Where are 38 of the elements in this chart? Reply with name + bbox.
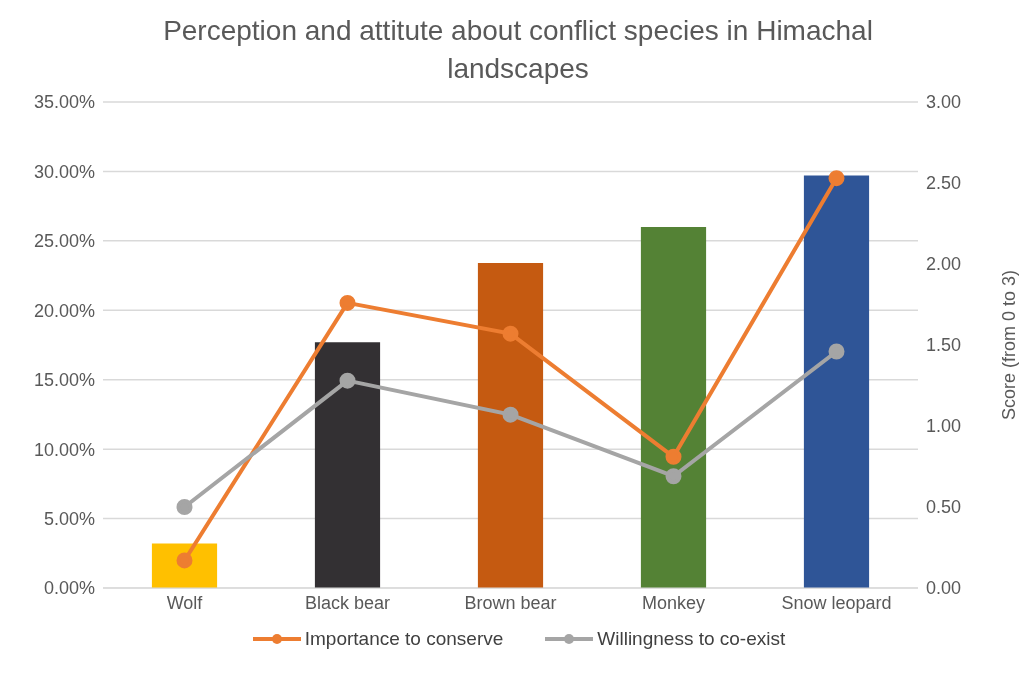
y2-tick-label: 1.50 — [926, 335, 962, 356]
legend-label: Willingness to co-exist — [597, 628, 786, 650]
y-tick-label: 35.00% — [33, 92, 95, 113]
bar — [477, 263, 544, 588]
bar — [314, 342, 381, 588]
legend-label: Importance to conserve — [304, 628, 504, 650]
y2-tick-label: 2.50 — [926, 173, 962, 194]
y2-tick-label: 1.00 — [926, 416, 962, 437]
y2-tick-label: 2.00 — [926, 254, 962, 275]
bar — [151, 543, 218, 588]
x-tick-label: Wolf — [166, 592, 204, 613]
y2-axis-title: Score (from 0 to 3) — [999, 269, 1020, 421]
bar — [803, 175, 870, 588]
y-tick-label: 10.00% — [33, 439, 95, 460]
point — [828, 343, 845, 360]
x-tick-label: Snow leopard — [781, 592, 892, 613]
point — [665, 448, 682, 465]
y-tick-label: 30.00% — [33, 161, 95, 182]
y2-tick-label: 0.50 — [926, 497, 962, 518]
point — [828, 170, 845, 187]
point — [176, 499, 193, 515]
y-tick-label: 0.00% — [43, 578, 95, 599]
y-tick-label: 15.00% — [33, 370, 95, 391]
y2-tick-label: 3.00 — [926, 92, 962, 113]
point — [339, 372, 356, 389]
x-tick-label: Brown bear — [464, 592, 557, 613]
y-tick-label: 25.00% — [33, 231, 95, 252]
y-tick-label: 5.00% — [43, 508, 95, 529]
y-tick-label: 20.00% — [33, 300, 95, 321]
point — [502, 325, 519, 342]
point — [339, 294, 356, 311]
point — [502, 406, 519, 423]
x-tick-label: Black bear — [304, 592, 391, 613]
chart-title: Perception and attitute about conflict species in Himachal landscapes — [162, 14, 874, 86]
y2-tick-label: 0.00 — [926, 578, 962, 599]
bar — [640, 226, 707, 588]
point — [665, 468, 682, 485]
x-tick-label: Monkey — [641, 592, 706, 613]
